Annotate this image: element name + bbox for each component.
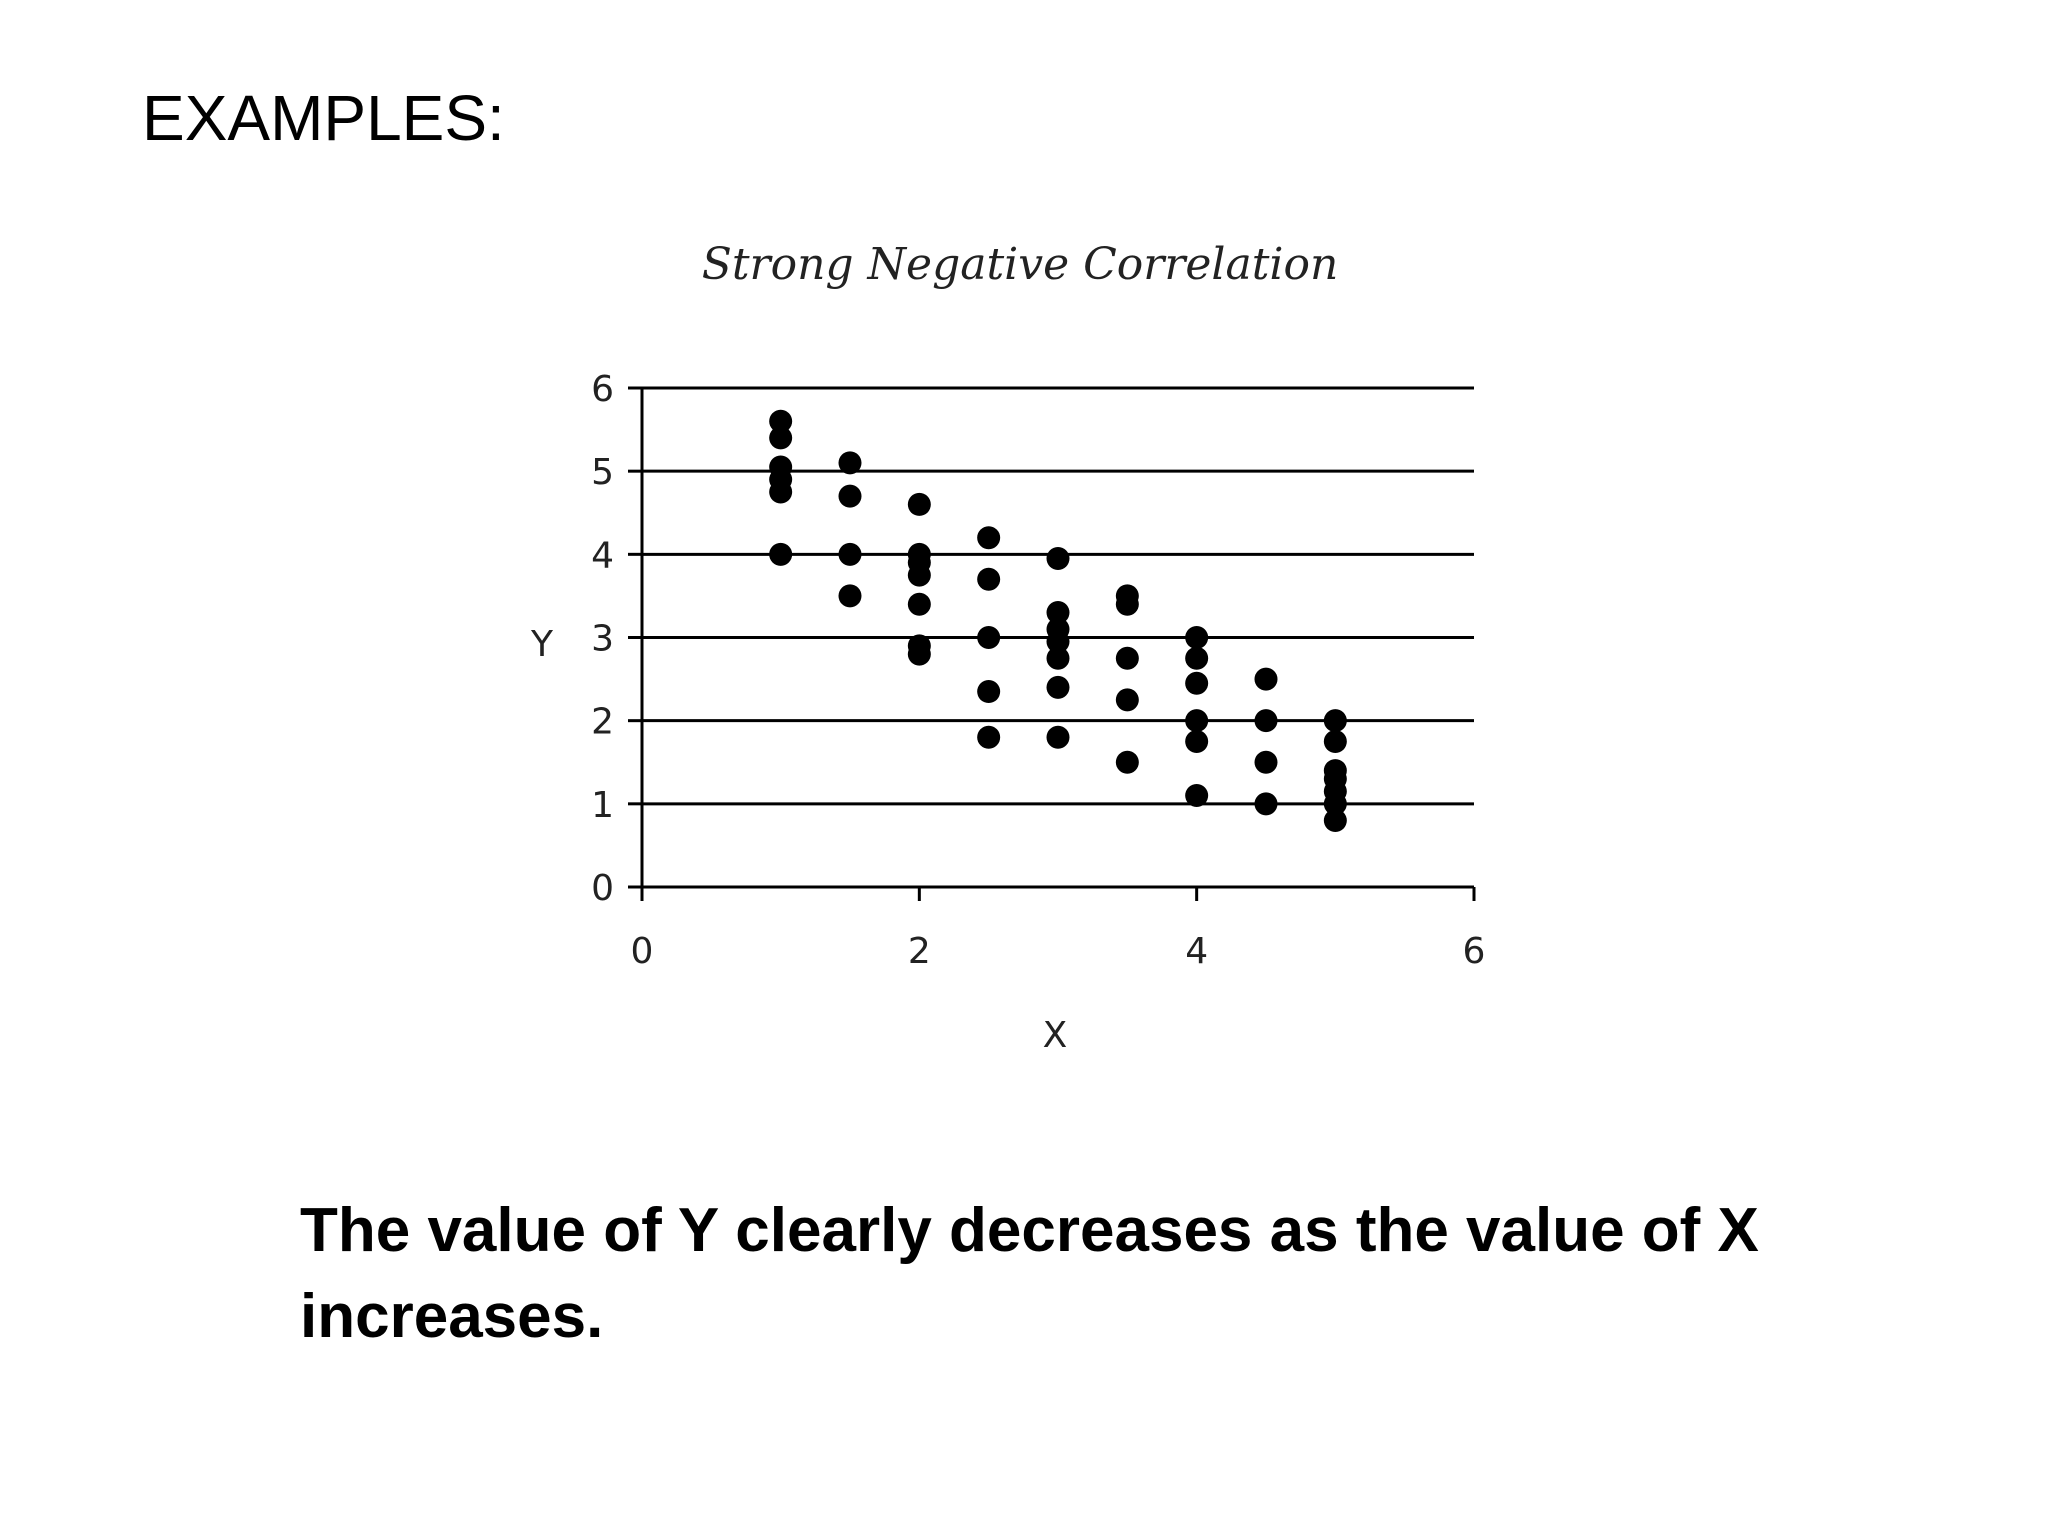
data-point bbox=[1046, 725, 1070, 749]
data-point bbox=[1115, 750, 1139, 774]
x-tick-labels: 0 2 4 6 bbox=[631, 931, 1486, 972]
data-point bbox=[1185, 626, 1209, 649]
x-tick-label-6: 6 bbox=[1463, 931, 1486, 972]
data-point bbox=[907, 592, 931, 616]
data-point bbox=[838, 451, 862, 475]
data-point bbox=[838, 484, 862, 508]
data-point bbox=[1185, 709, 1209, 733]
y-tick-labels: 0 1 2 3 4 5 6 bbox=[591, 369, 614, 909]
chart-title: Strong Negative Correlation bbox=[702, 239, 1339, 290]
slide-heading: EXAMPLES: bbox=[142, 82, 505, 154]
data-point bbox=[1254, 709, 1278, 733]
y-tick-label-6: 6 bbox=[591, 369, 614, 410]
y-tick-label-5: 5 bbox=[591, 452, 614, 493]
data-point bbox=[769, 409, 793, 433]
data-point bbox=[1046, 601, 1070, 625]
data-point bbox=[1185, 729, 1209, 753]
data-point bbox=[977, 626, 1001, 649]
x-tick-label-0: 0 bbox=[631, 931, 654, 972]
data-point bbox=[1046, 646, 1070, 670]
data-point bbox=[907, 563, 931, 587]
x-tick-label-2: 2 bbox=[908, 931, 931, 972]
data-point bbox=[1115, 592, 1139, 616]
data-point bbox=[1323, 792, 1347, 816]
y-tick-label-0: 0 bbox=[591, 868, 614, 909]
data-point bbox=[769, 542, 793, 566]
data-point bbox=[1115, 688, 1139, 712]
data-point bbox=[1254, 750, 1278, 774]
data-point bbox=[838, 584, 862, 608]
y-tick-label-2: 2 bbox=[591, 702, 614, 743]
x-axis-label: X bbox=[1043, 1015, 1068, 1056]
data-points bbox=[769, 409, 1347, 832]
data-point bbox=[1046, 630, 1070, 654]
data-point bbox=[1323, 729, 1347, 753]
data-point bbox=[1323, 808, 1347, 832]
x-tick-label-4: 4 bbox=[1185, 931, 1208, 972]
data-point bbox=[1115, 646, 1139, 670]
data-point bbox=[1185, 784, 1209, 808]
axes bbox=[628, 386, 1476, 901]
data-point bbox=[1046, 546, 1070, 570]
data-point bbox=[977, 725, 1001, 749]
data-point bbox=[838, 542, 862, 566]
data-point bbox=[907, 492, 931, 516]
y-tick-label-3: 3 bbox=[591, 619, 614, 660]
data-point bbox=[1046, 675, 1070, 699]
data-point bbox=[769, 480, 793, 504]
slide-caption: The value of Y clearly decreases as the … bbox=[300, 1196, 1759, 1351]
data-point bbox=[977, 680, 1001, 704]
data-point bbox=[1254, 792, 1278, 816]
data-point bbox=[1185, 671, 1209, 695]
y-tick-label-4: 4 bbox=[591, 535, 614, 576]
data-point bbox=[769, 426, 793, 450]
data-point bbox=[1185, 646, 1209, 670]
data-point bbox=[1254, 667, 1278, 691]
y-axis-label: Y bbox=[530, 624, 554, 665]
data-point bbox=[977, 526, 1001, 550]
y-tick-label-1: 1 bbox=[591, 785, 614, 826]
data-point bbox=[1323, 709, 1347, 733]
data-point bbox=[907, 642, 931, 666]
data-point bbox=[977, 567, 1001, 591]
